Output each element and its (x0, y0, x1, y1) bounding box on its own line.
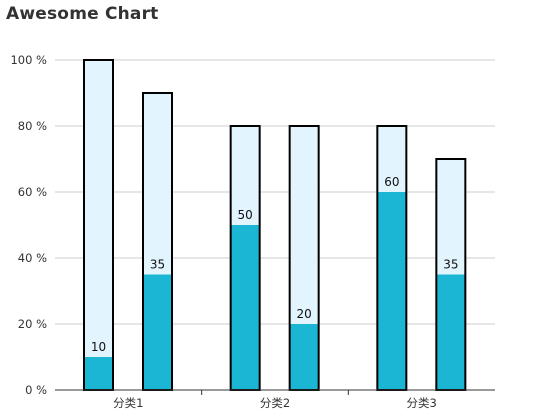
data-label: 50 (238, 208, 253, 222)
x-category-label: 分类3 (407, 396, 437, 410)
chart-title: Awesome Chart (6, 4, 159, 24)
data-label: 35 (150, 258, 165, 272)
y-axis-tick-labels: 0 % 20 % 40 % 60 % 80 % 100 % (10, 53, 47, 397)
y-tick-label: 60 % (18, 185, 47, 199)
x-category-label: 分类2 (260, 396, 290, 410)
x-axis (55, 389, 495, 395)
data-label: 35 (443, 258, 458, 272)
bar-value (84, 357, 113, 390)
bar-value (436, 274, 466, 390)
bar-value (289, 324, 319, 390)
bars (83, 59, 467, 391)
data-labels: 10 35 50 20 60 35 (91, 175, 459, 354)
bar-value (230, 225, 260, 390)
y-tick-label: 20 % (18, 317, 47, 331)
y-tick-label: 80 % (18, 119, 47, 133)
y-tick-label: 0 % (25, 383, 47, 397)
x-category-label: 分类1 (113, 396, 143, 410)
bar-value (377, 192, 407, 390)
bar-total (84, 60, 113, 390)
data-label: 10 (91, 340, 106, 354)
data-label: 20 (297, 307, 312, 321)
data-label: 60 (384, 175, 399, 189)
grid-lines (55, 59, 495, 325)
bar-value (143, 274, 172, 390)
y-tick-label: 100 % (10, 53, 47, 67)
y-tick-label: 40 % (18, 251, 47, 265)
x-axis-category-labels: 分类1 分类2 分类3 (113, 396, 437, 410)
